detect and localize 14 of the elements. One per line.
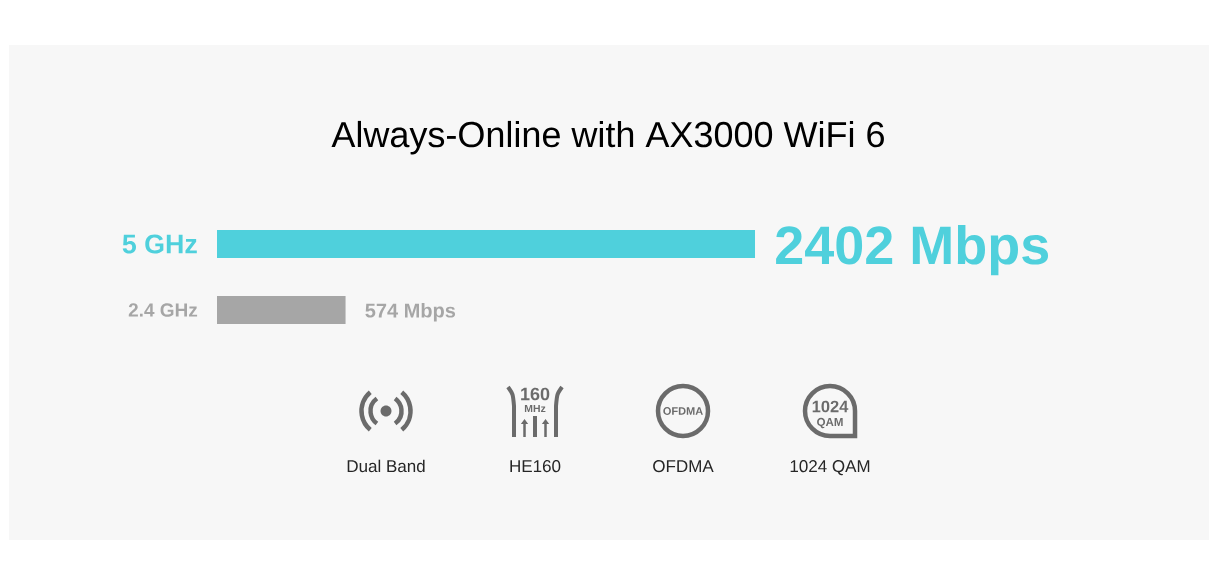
text: 1024 [812, 400, 849, 413]
data-label: 2402 Mbps [776, 224, 1049, 276]
text: 160 [521, 387, 550, 401]
y-tick-label: 2.4 GHz [128, 303, 198, 317]
y-tick-label: 5 GHz [122, 234, 197, 254]
text: MHz [524, 404, 546, 413]
chart-title: Always-Online with AX3000 WiFi 6 [331, 120, 884, 155]
text: Dual Band [347, 459, 425, 473]
text: OFDMA [653, 460, 714, 473]
text: OFDMA [663, 407, 703, 415]
text: 1024 QAM [790, 460, 870, 476]
data-label: 574 Mbps [365, 302, 456, 322]
text: QAM [817, 417, 843, 429]
text: HE160 [510, 460, 561, 473]
